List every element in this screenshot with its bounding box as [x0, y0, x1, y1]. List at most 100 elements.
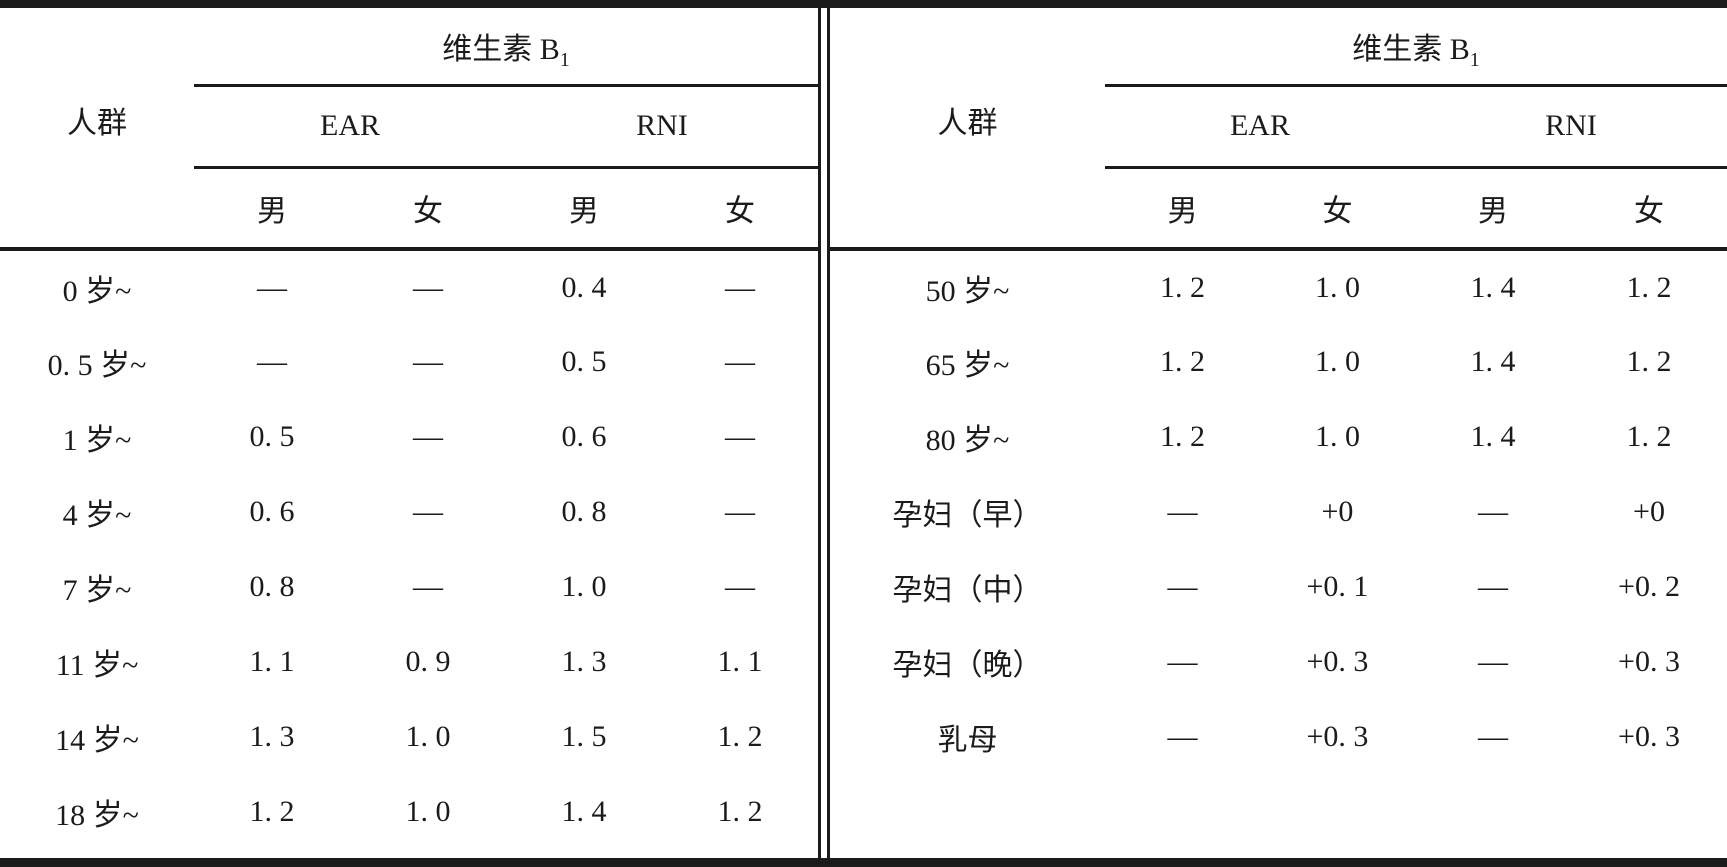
value-cell: 1. 4 — [1470, 419, 1516, 453]
value-cell: 0. 6 — [249, 494, 295, 528]
population-cell: 孕妇（中） — [892, 573, 1043, 607]
rni-header: RNI — [506, 85, 819, 169]
vitamin-b1-label: 维生素 B — [442, 32, 560, 66]
value-cell: — — [1167, 569, 1198, 603]
vitamin-b1-table-right: 人群 维生素 B1 EAR RNI 男 女 男 女 50 岁~ 1. 2 1. 0 1… — [829, 8, 1727, 774]
value-cell: 1. 3 — [561, 644, 607, 678]
value-cell: — — [725, 569, 755, 603]
value-cell: — — [1167, 719, 1198, 753]
population-cell: 50 岁~ — [925, 274, 1010, 308]
table-header: 人群 维生素 B1 EAR RNI 男 女 男 女 — [0, 8, 819, 251]
population-cell: 18 岁~ — [55, 798, 139, 832]
table-row: 65 岁~ 1. 2 1. 0 1. 4 1. 2 — [830, 324, 1727, 399]
population-cell: 11 岁~ — [55, 648, 139, 682]
table-row: 孕妇（中） — +0. 1 — +0. 2 — [830, 549, 1727, 624]
value-cell: 1. 0 — [405, 794, 451, 828]
left-half-table: 人群 维生素 B1 EAR RNI 男 女 男 女 0 岁~ — — 0. 4 — 0. … — [0, 8, 819, 858]
population-cell: 孕妇（晚） — [892, 648, 1043, 682]
right-half-table: 人群 维生素 B1 EAR RNI 男 女 男 女 50 岁~ 1. 2 1. 0 1… — [829, 8, 1727, 858]
ear-header: EAR — [194, 85, 506, 169]
value-cell: 0. 6 — [561, 419, 607, 453]
vitamin-b1-subscript: 1 — [559, 48, 570, 71]
value-cell: 1. 4 — [561, 794, 607, 828]
value-cell: — — [413, 270, 443, 304]
population-cell: 14 岁~ — [55, 723, 139, 757]
value-cell: 1. 2 — [1159, 419, 1205, 453]
rni-male-header: 男 — [506, 167, 662, 251]
vitamin-b1-subscript: 1 — [1469, 48, 1480, 71]
population-cell: 4 岁~ — [62, 498, 132, 532]
value-cell: — — [413, 494, 443, 528]
vitamin-b1-header: 维生素 B1 — [194, 8, 819, 87]
value-cell: — — [725, 419, 755, 453]
ear-female-header: 女 — [350, 167, 506, 251]
table-row: 0. 5 岁~ — — 0. 5 — — [0, 324, 818, 399]
value-cell: 1. 0 — [1314, 270, 1360, 304]
value-cell: 1. 2 — [717, 719, 763, 753]
ear-male-header: 男 — [1104, 167, 1260, 251]
value-cell: +0. 2 — [1618, 569, 1680, 603]
value-cell: +0. 3 — [1306, 719, 1369, 753]
value-cell: 1. 2 — [1159, 270, 1205, 304]
value-cell: 1. 0 — [1314, 344, 1360, 378]
population-header: 人群 — [829, 8, 1105, 251]
table-row: 80 岁~ 1. 2 1. 0 1. 4 1. 2 — [830, 399, 1727, 474]
value-cell: 0. 5 — [249, 419, 295, 453]
table-row: 乳母 — +0. 3 — +0. 3 — [830, 699, 1727, 774]
value-cell: 1. 1 — [249, 644, 295, 678]
value-cell: — — [413, 419, 443, 453]
value-cell: +0 — [1633, 494, 1665, 528]
population-cell: 1 岁~ — [62, 423, 132, 457]
table-row: 孕妇（早） — +0 — +0 — [830, 474, 1727, 549]
population-cell: 乳母 — [937, 723, 998, 757]
value-cell: — — [1477, 569, 1508, 603]
value-cell: — — [1477, 719, 1508, 753]
rni-header: RNI — [1414, 85, 1727, 169]
vitamin-b1-table-left: 人群 维生素 B1 EAR RNI 男 女 男 女 0 岁~ — — 0. 4 — 0. … — [0, 8, 819, 849]
table-row: 4 岁~ 0. 6 — 0. 8 — — [0, 474, 818, 549]
value-cell: 1. 2 — [1159, 344, 1205, 378]
value-cell: 0. 8 — [249, 569, 295, 603]
table-body: 50 岁~ 1. 2 1. 0 1. 4 1. 2 65 岁~ 1. 2 1. 0 1. 4 1.… — [830, 249, 1727, 774]
value-cell: 1. 2 — [1626, 419, 1672, 453]
vitamin-b1-label: 维生素 B — [1352, 32, 1470, 66]
population-cell: 0 岁~ — [62, 274, 132, 308]
value-cell: +0. 3 — [1618, 719, 1680, 753]
ear-male-header: 男 — [194, 167, 350, 251]
table-row: 孕妇（晚） — +0. 3 — +0. 3 — [830, 624, 1727, 699]
rni-male-header: 男 — [1414, 167, 1571, 251]
ear-female-header: 女 — [1259, 167, 1415, 251]
value-cell: 0. 4 — [561, 270, 607, 304]
value-cell: — — [725, 270, 755, 304]
value-cell: — — [1167, 644, 1198, 678]
value-cell: +0. 1 — [1306, 569, 1369, 603]
value-cell: 1. 2 — [1626, 270, 1672, 304]
table-row: 1 岁~ 0. 5 — 0. 6 — — [0, 399, 818, 474]
table-header: 人群 维生素 B1 EAR RNI 男 女 男 女 — [829, 8, 1727, 251]
value-cell: +0. 3 — [1618, 644, 1680, 678]
table-row: 18 岁~ 1. 2 1. 0 1. 4 1. 2 — [0, 774, 818, 849]
value-cell: 1. 5 — [561, 719, 607, 753]
table-row: 0 岁~ — — 0. 4 — — [0, 249, 818, 324]
value-cell: 1. 4 — [1470, 344, 1516, 378]
value-cell: +0 — [1321, 494, 1354, 528]
population-cell: 0. 5 岁~ — [47, 348, 147, 382]
ear-header: EAR — [1104, 85, 1415, 169]
value-cell: 0. 5 — [561, 344, 607, 378]
population-header: 人群 — [0, 8, 194, 251]
value-cell: 0. 8 — [561, 494, 607, 528]
table-row: 50 岁~ 1. 2 1. 0 1. 4 1. 2 — [830, 249, 1727, 324]
population-cell: 7 岁~ — [62, 573, 132, 607]
table-row: 14 岁~ 1. 3 1. 0 1. 5 1. 2 — [0, 699, 818, 774]
population-cell: 80 岁~ — [925, 423, 1010, 457]
rni-female-header: 女 — [1570, 167, 1727, 251]
value-cell: 0. 9 — [405, 644, 451, 678]
population-cell: 65 岁~ — [925, 348, 1010, 382]
vitamin-b1-header: 维生素 B1 — [1104, 8, 1727, 87]
value-cell: 1. 4 — [1470, 270, 1516, 304]
value-cell: 1. 2 — [717, 794, 763, 828]
table-body: 0 岁~ — — 0. 4 — 0. 5 岁~ — —0. 5— 1 岁~ 0. 5 — 0. 6 — 4… — [0, 249, 818, 849]
value-cell: 1. 2 — [1626, 344, 1672, 378]
value-cell: 1. 0 — [561, 569, 607, 603]
